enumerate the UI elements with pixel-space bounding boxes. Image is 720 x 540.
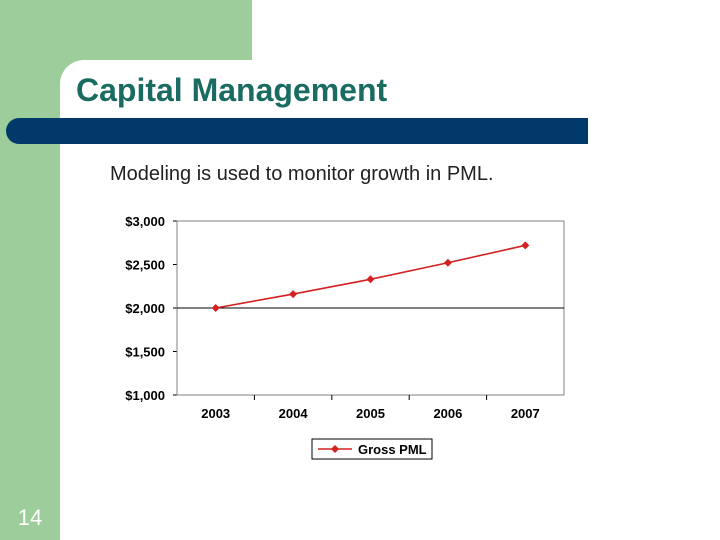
x-tick-label: 2004 bbox=[279, 406, 309, 421]
y-tick-label: $2,000 bbox=[125, 301, 165, 316]
legend-marker-gross-pml bbox=[331, 445, 339, 453]
data-point bbox=[443, 258, 452, 267]
x-tick-label: 2005 bbox=[356, 406, 385, 421]
series-points bbox=[211, 241, 530, 312]
legend-label-gross-pml: Gross PML bbox=[358, 442, 427, 457]
x-tick-label: 2007 bbox=[511, 406, 540, 421]
data-point bbox=[289, 290, 298, 299]
data-point bbox=[521, 241, 530, 250]
x-tick-label: 2003 bbox=[201, 406, 230, 421]
x-axis-ticks: 2003 2004 2005 2006 2007 bbox=[201, 395, 540, 421]
legend: Gross PML bbox=[311, 438, 433, 460]
x-tick-label: 2006 bbox=[433, 406, 462, 421]
data-point bbox=[211, 304, 220, 312]
slide-number: 14 bbox=[17, 505, 43, 530]
data-point bbox=[366, 275, 375, 284]
title-underline-bar bbox=[6, 118, 588, 144]
y-axis-ticks: $1,000 $1,500 $2,000 $2,500 $3,000 bbox=[125, 214, 177, 403]
slide-title: Capital Management bbox=[76, 72, 388, 108]
y-tick-label: $1,000 bbox=[125, 388, 165, 403]
legend-box bbox=[311, 438, 433, 460]
y-tick-label: $1,500 bbox=[125, 345, 165, 360]
y-tick-label: $3,000 bbox=[125, 214, 165, 229]
gross-pml-line-chart: $1,000$1,500$2,000$2,500$3,000 2003 2004 2… bbox=[125, 214, 565, 460]
slide-subtitle: Modeling is used to monitor growth in PM… bbox=[110, 163, 494, 185]
y-tick-label: $2,500 bbox=[125, 258, 165, 273]
